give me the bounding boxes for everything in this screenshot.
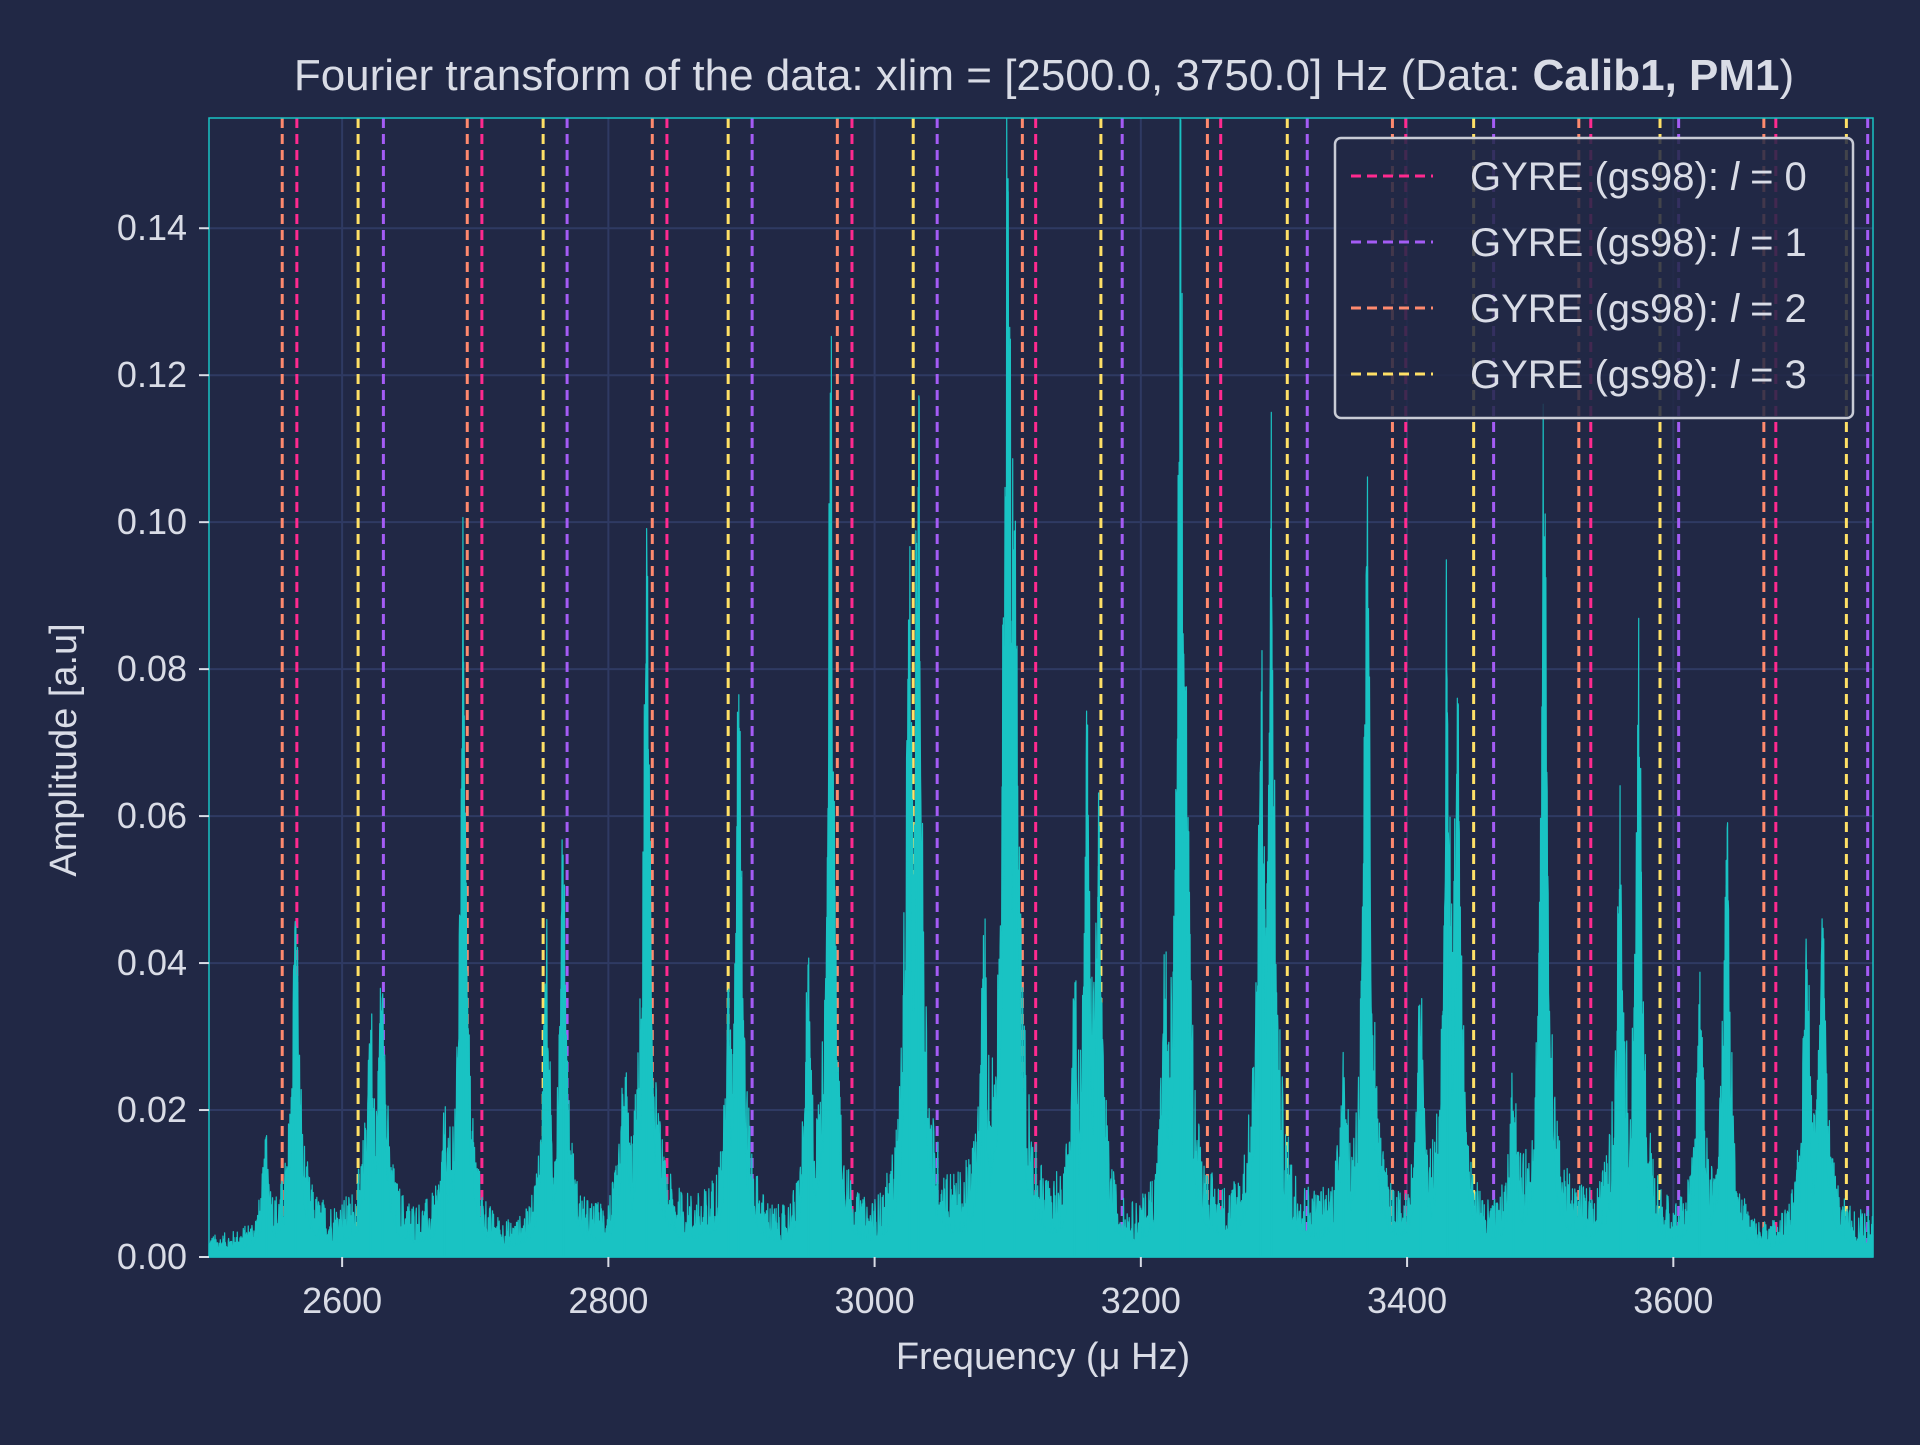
x-tick-label: 2600 xyxy=(302,1280,382,1321)
y-tick-label: 0.00 xyxy=(117,1236,187,1277)
legend-entry-value: = 2 xyxy=(1739,287,1807,331)
legend-entry-var: l xyxy=(1730,155,1740,199)
legend-box xyxy=(1333,136,1855,420)
y-tick-label: 0.06 xyxy=(117,795,187,836)
chart-title-prefix: Fourier transform of the data: xlim = [2… xyxy=(294,51,1533,100)
legend-entry-prefix: GYRE (gs98): xyxy=(1470,155,1730,199)
grid xyxy=(209,118,1873,1258)
x-tick-label: 2800 xyxy=(568,1280,648,1321)
chart-title-suffix: ) xyxy=(1780,51,1795,100)
legend-entry-var: l xyxy=(1730,287,1740,331)
y-tick-label: 0.02 xyxy=(117,1089,187,1130)
legend-entry: GYRE (gs98): l = 2 xyxy=(1470,287,1807,331)
y-tick-label: 0.10 xyxy=(117,501,187,542)
legend-entry-value: = 3 xyxy=(1739,353,1807,397)
legend-entry-var: l xyxy=(1730,221,1740,265)
x-tick-label: 3400 xyxy=(1367,1280,1447,1321)
x-tick-label: 3200 xyxy=(1101,1280,1181,1321)
y-axis-label: Amplitude [a.u] xyxy=(43,623,85,876)
x-axis-label: Frequency (μ Hz) xyxy=(896,1336,1190,1378)
legend-entry: GYRE (gs98): l = 0 xyxy=(1470,155,1807,199)
legend-entry-prefix: GYRE (gs98): xyxy=(1470,287,1730,331)
legend-entry: GYRE (gs98): l = 3 xyxy=(1470,353,1807,397)
chart-title: Fourier transform of the data: xlim = [2… xyxy=(294,51,1794,100)
x-tick-label: 3000 xyxy=(835,1280,915,1321)
legend-entry: GYRE (gs98): l = 1 xyxy=(1470,221,1807,265)
plot-frame xyxy=(208,117,1874,1258)
y-tick-label: 0.12 xyxy=(117,354,187,395)
y-tick-label: 0.08 xyxy=(117,648,187,689)
legend-entry-prefix: GYRE (gs98): xyxy=(1470,221,1730,265)
spectrum xyxy=(208,117,1874,1258)
y-tick-label: 0.04 xyxy=(117,942,187,983)
axes: 2600 2800 3000 3200 3400 3600 0.00 0.02 0.04 0.06… xyxy=(117,207,1713,1321)
y-tick-label: 0.14 xyxy=(117,207,187,248)
chart-title-bold: Calib1, PM1 xyxy=(1533,51,1780,100)
legend-entry-value: = 1 xyxy=(1739,221,1807,265)
legend-entry-var: l xyxy=(1730,353,1740,397)
legend-entry-value: = 0 xyxy=(1739,155,1807,199)
legend-entry-prefix: GYRE (gs98): xyxy=(1470,353,1730,397)
x-tick-label: 3600 xyxy=(1633,1280,1713,1321)
